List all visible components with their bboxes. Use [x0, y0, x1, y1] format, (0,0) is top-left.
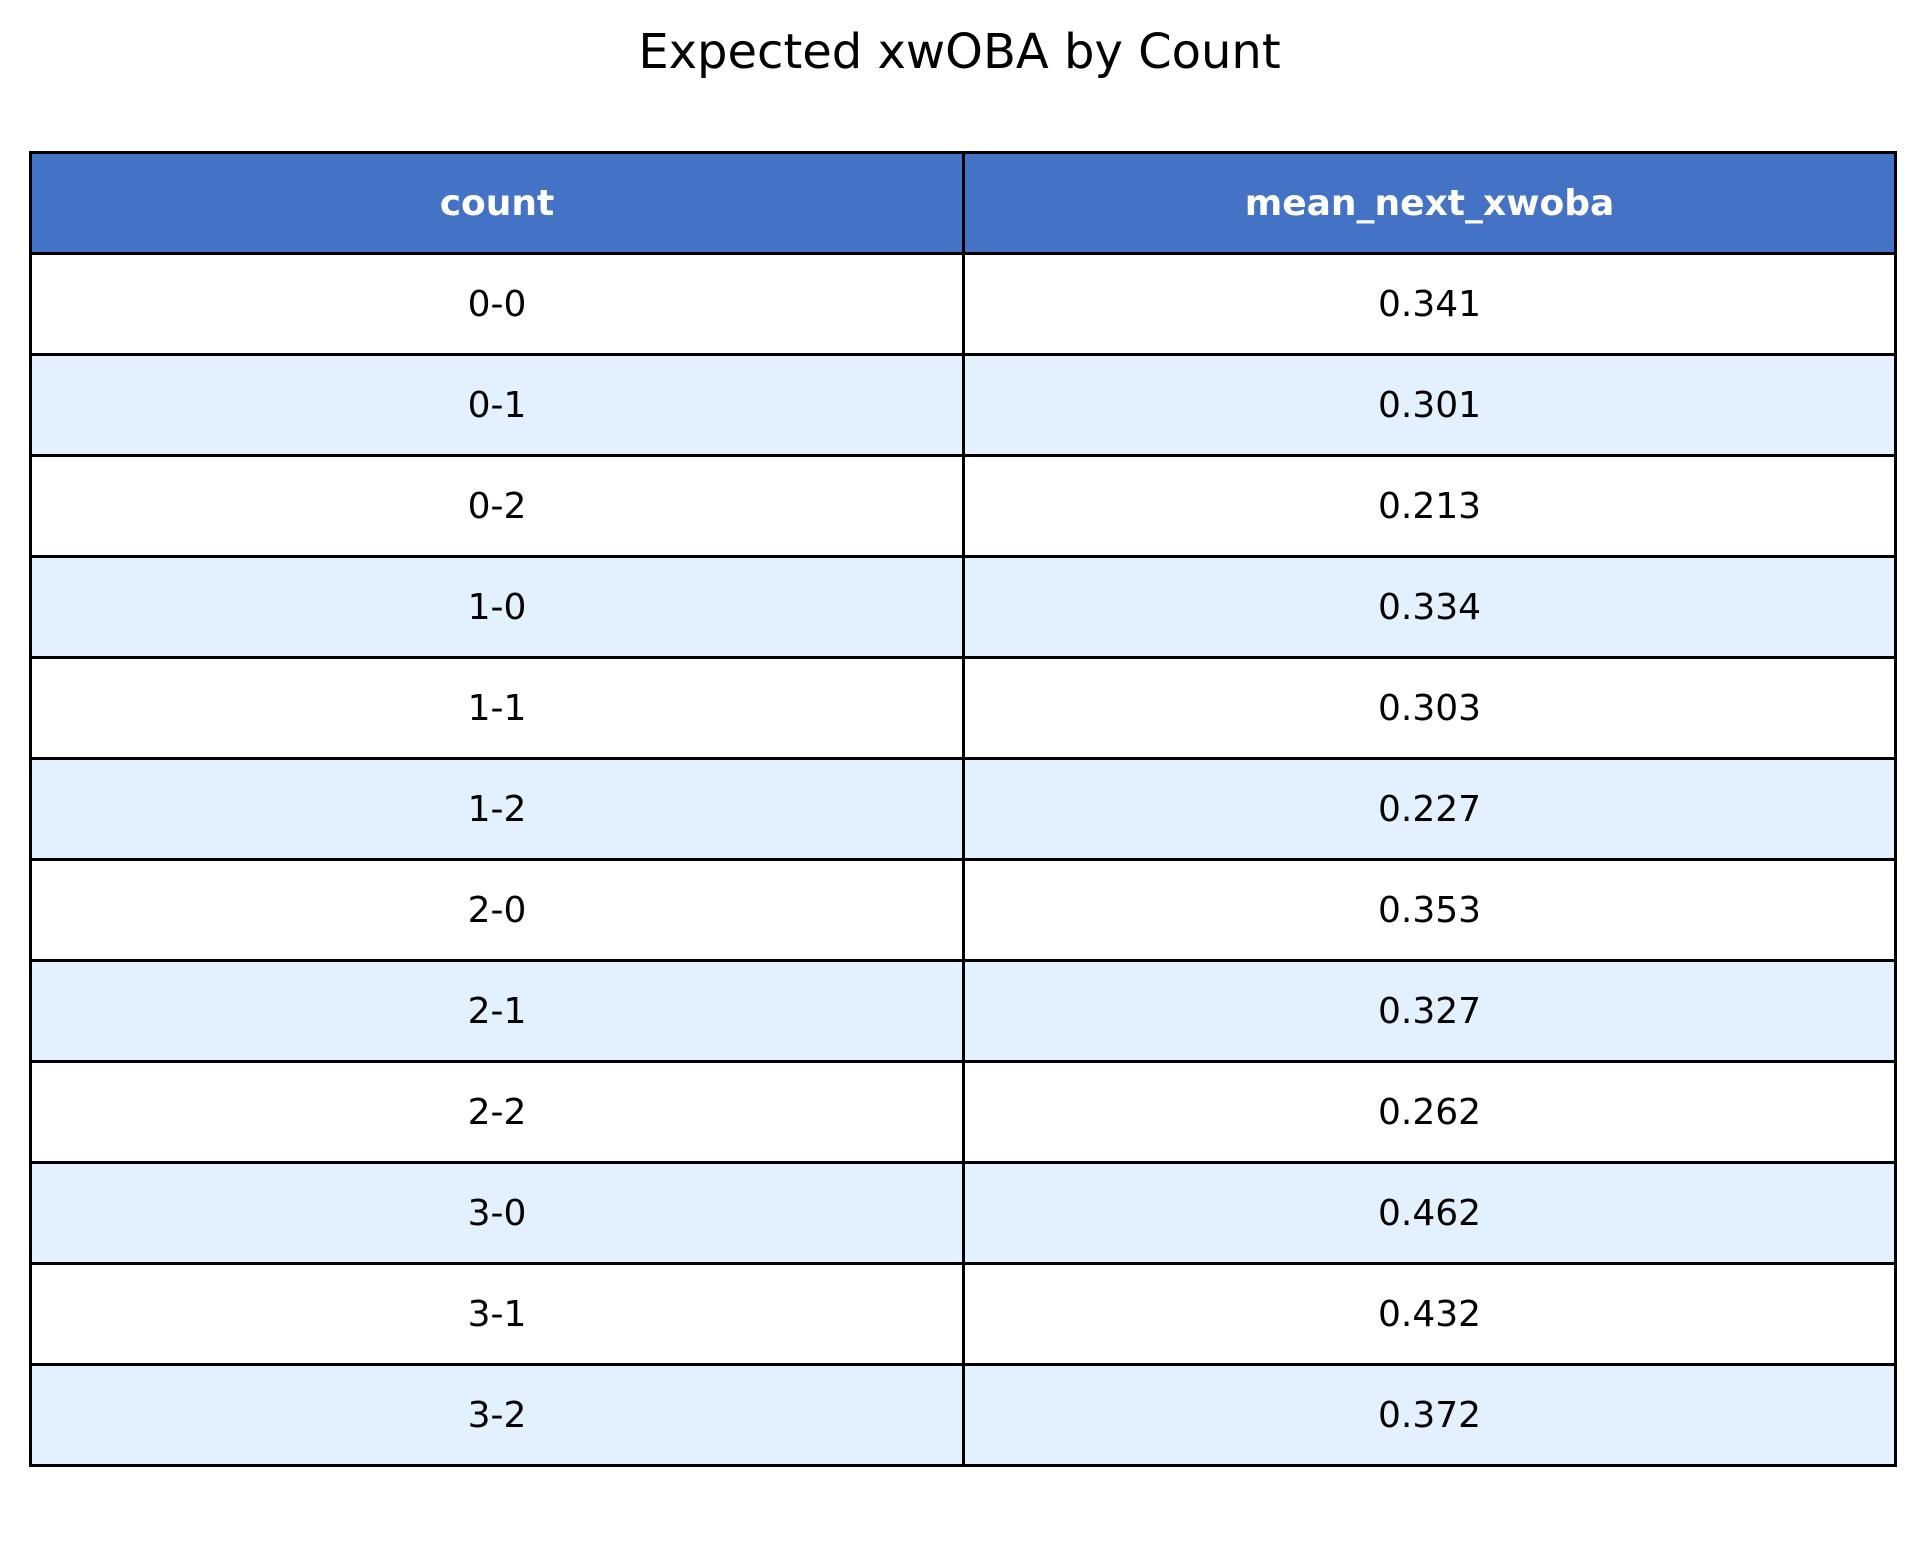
table-row: 2-1 0.327	[29, 959, 1897, 1063]
table-row: 1-2 0.227	[29, 757, 1897, 861]
table-cell-mean-next-xwoba: 0.262	[962, 1060, 1897, 1164]
table-cell-mean-next-xwoba: 0.372	[962, 1363, 1897, 1467]
table-row: 2-2 0.262	[29, 1060, 1897, 1164]
table-cell-count: 0-2	[29, 454, 965, 558]
table-cell-mean-next-xwoba: 0.303	[962, 656, 1897, 760]
table-cell-count: 1-1	[29, 656, 965, 760]
table-header: count mean_next_xwoba	[29, 151, 1897, 255]
table-cell-count: 1-0	[29, 555, 965, 659]
table-cell-count: 0-1	[29, 353, 965, 457]
table-row: 3-0 0.462	[29, 1161, 1897, 1265]
table-cell-count: 3-1	[29, 1262, 965, 1366]
table-cell-mean-next-xwoba: 0.334	[962, 555, 1897, 659]
table-cell-mean-next-xwoba: 0.462	[962, 1161, 1897, 1265]
column-header-count: count	[29, 151, 965, 255]
table-row: 0-2 0.213	[29, 454, 1897, 558]
table-cell-count: 2-0	[29, 858, 965, 962]
table-container: count mean_next_xwoba 0-0 0.341 0-1 0.301 0-2…	[29, 151, 1897, 1467]
table-body: 0-0 0.341 0-1 0.301 0-2 0.213 1-0 0.334 1-1 0.303…	[29, 252, 1897, 1467]
table-cell-count: 0-0	[29, 252, 965, 356]
table-cell-count: 1-2	[29, 757, 965, 861]
table-row: 0-0 0.341	[29, 252, 1897, 356]
table-cell-mean-next-xwoba: 0.301	[962, 353, 1897, 457]
table-cell-count: 3-2	[29, 1363, 965, 1467]
table-cell-count: 2-2	[29, 1060, 965, 1164]
table-row: 3-1 0.432	[29, 1262, 1897, 1366]
data-table: count mean_next_xwoba 0-0 0.341 0-1 0.301 0-2…	[29, 151, 1897, 1467]
table-cell-mean-next-xwoba: 0.213	[962, 454, 1897, 558]
table-cell-mean-next-xwoba: 0.227	[962, 757, 1897, 861]
header-row: count mean_next_xwoba	[29, 151, 1897, 255]
table-row: 1-1 0.303	[29, 656, 1897, 760]
table-cell-mean-next-xwoba: 0.327	[962, 959, 1897, 1063]
column-header-mean-next-xwoba: mean_next_xwoba	[962, 151, 1897, 255]
table-row: 3-2 0.372	[29, 1363, 1897, 1467]
table-cell-mean-next-xwoba: 0.341	[962, 252, 1897, 356]
table-row: 0-1 0.301	[29, 353, 1897, 457]
table-row: 1-0 0.334	[29, 555, 1897, 659]
table-row: 2-0 0.353	[29, 858, 1897, 962]
table-cell-count: 2-1	[29, 959, 965, 1063]
table-cell-mean-next-xwoba: 0.353	[962, 858, 1897, 962]
table-cell-count: 3-0	[29, 1161, 965, 1265]
table-cell-mean-next-xwoba: 0.432	[962, 1262, 1897, 1366]
chart-title: Expected xwOBA by Count	[638, 24, 1281, 80]
